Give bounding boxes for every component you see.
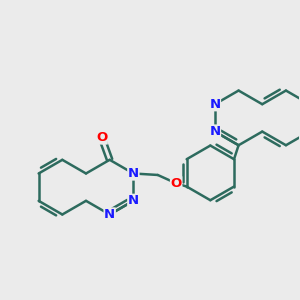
Text: N: N xyxy=(128,167,139,180)
Text: N: N xyxy=(104,208,115,221)
Text: O: O xyxy=(96,131,107,144)
Text: N: N xyxy=(128,194,139,207)
Text: O: O xyxy=(170,177,182,190)
Text: N: N xyxy=(209,98,220,111)
Text: N: N xyxy=(209,125,220,138)
